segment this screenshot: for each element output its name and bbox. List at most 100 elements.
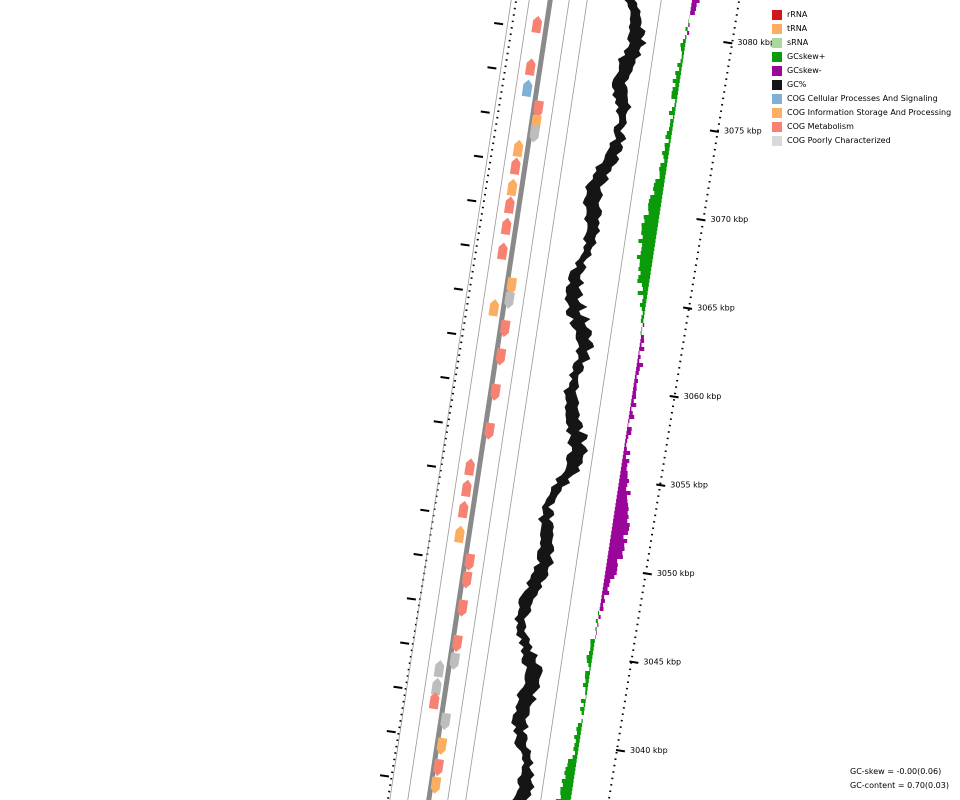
major-tick [460, 243, 470, 247]
gc-content-stat: GC-content = 0.70(0.03) [850, 781, 949, 790]
major-tick [696, 218, 706, 222]
tick-label: 3070 kbp [711, 215, 749, 224]
major-tick [393, 685, 403, 690]
legend-swatch [772, 94, 782, 104]
gene-arrow [430, 677, 442, 696]
legend-item-gcskew-negative: GCskew- [772, 64, 951, 78]
gene-arrow [524, 58, 536, 76]
guide-line [447, 0, 570, 800]
legend-swatch [772, 38, 782, 48]
major-tick [682, 306, 693, 310]
legend-item-srna: sRNA [772, 36, 951, 50]
tick-label: 3065 kbp [697, 304, 735, 313]
legend-label: tRNA [787, 24, 808, 33]
major-tick [467, 198, 477, 203]
gene-arrow [449, 652, 461, 670]
legend-swatch [772, 10, 782, 20]
major-tick [487, 66, 497, 70]
outer-tick-ring [379, 0, 518, 800]
guide-line [465, 0, 588, 800]
gene-arrow [533, 100, 544, 118]
gene-arrow [506, 178, 518, 197]
gene-arrow [440, 712, 452, 731]
major-tick [480, 110, 490, 114]
legend-item-gcskew-positive: GCskew+ [772, 50, 951, 64]
major-tick [420, 508, 430, 513]
gene-arrow [496, 242, 508, 260]
gene-arrow [433, 758, 445, 777]
legend-label: COG Cellular Processes And Signaling [787, 94, 938, 103]
legend-swatch [772, 52, 782, 62]
gene-arrow [464, 458, 475, 476]
legend-item-cog-metabolism: COG Metabolism [772, 120, 951, 134]
gene-arrow [506, 277, 518, 295]
major-tick [400, 641, 410, 645]
legend-swatch [772, 136, 782, 146]
legend-label: GCskew+ [787, 52, 826, 61]
outer-dotted-ring [386, 0, 518, 800]
gene-arrow [461, 479, 472, 498]
major-tick [426, 464, 437, 468]
legend-label: GCskew- [787, 66, 822, 75]
guide-line [389, 0, 512, 800]
gc-skew-positive-plot [555, 19, 689, 800]
major-tick [723, 41, 733, 45]
gene-arrow [490, 383, 501, 401]
major-tick [453, 287, 463, 291]
gene-arrow [430, 776, 442, 794]
major-tick [473, 154, 484, 159]
major-tick [386, 729, 396, 734]
legend-label: COG Poorly Characterized [787, 136, 891, 145]
inner-tick-ring: 3040 kbp 3045 kbp 3050 kbp 3055 kbp 3060 kbp… [607, 0, 775, 800]
gene-arrow [512, 139, 524, 158]
legend-item-trna: tRNA [772, 22, 951, 36]
legend-item-cog-poorly: COG Poorly Characterized [772, 134, 951, 148]
guide-line [407, 0, 530, 800]
gene-arrow [484, 422, 496, 440]
inner-dotted-ring [607, 0, 741, 800]
legend-label: GC% [787, 80, 807, 89]
legend: rRNA tRNA sRNA GCskew+ GCskew- GC% COG C… [772, 8, 951, 148]
gene-arrow [457, 500, 469, 519]
gc-content-plot [511, 0, 647, 800]
legend-label: COG Information Storage And Processing [787, 108, 952, 117]
major-tick [440, 375, 450, 380]
legend-swatch [772, 80, 782, 90]
major-tick [709, 129, 720, 133]
legend-swatch [772, 122, 782, 132]
tick-label: 3045 kbp [643, 658, 681, 667]
gene-arrow [500, 217, 512, 236]
gene-arrow [499, 319, 511, 338]
legend-swatch [772, 108, 782, 118]
tick-label: 3075 kbp [724, 127, 762, 136]
inner-major-ticks: 3040 kbp 3045 kbp 3050 kbp 3055 kbp 3060 kbp… [615, 38, 775, 755]
major-tick [406, 597, 416, 601]
legend-item-rrna: rRNA [772, 8, 951, 22]
gene-arrow [503, 196, 515, 214]
tick-label: 3080 kbp [737, 38, 775, 47]
gene-arrow [531, 15, 543, 34]
legend-label: COG Metabolism [787, 122, 854, 131]
major-tick [433, 420, 443, 424]
tick-label: 3040 kbp [630, 746, 668, 755]
legend-item-cog-cellular: COG Cellular Processes And Signaling [772, 92, 951, 106]
legend-swatch [772, 24, 782, 34]
major-tick [656, 483, 666, 487]
major-tick [629, 660, 639, 664]
gene-arrow [433, 660, 445, 678]
major-tick [615, 749, 626, 753]
legend-label: rRNA [787, 10, 808, 19]
gene-arrow [454, 525, 465, 544]
gene-arrow [464, 553, 476, 571]
legend-swatch [772, 66, 782, 76]
guide-line [540, 0, 662, 800]
gene-arrow [504, 291, 515, 309]
tick-label: 3060 kbp [684, 392, 722, 401]
gene-arrow [452, 634, 463, 653]
gene-arrow [495, 347, 507, 366]
gene-arrow [509, 157, 521, 175]
gene-arrow [521, 79, 533, 98]
gene-arrow [461, 571, 473, 589]
major-tick [669, 395, 679, 399]
